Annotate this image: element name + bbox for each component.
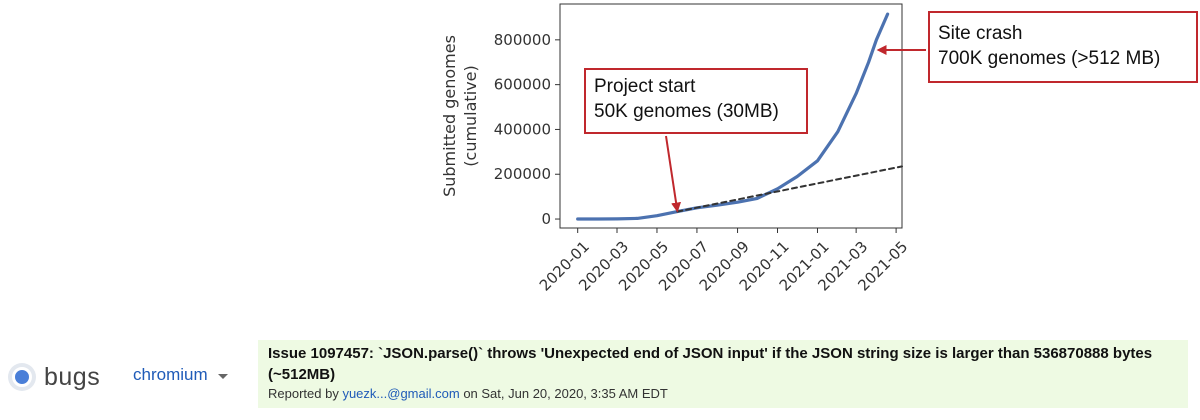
issue-title: Issue 1097457: `JSON.parse()` throws 'Un… bbox=[268, 345, 1153, 383]
reporter-link[interactable]: yuezk...@gmail.com bbox=[342, 386, 460, 401]
annotation-arrow-start bbox=[665, 135, 682, 213]
y-tick-label: 400000 bbox=[494, 120, 551, 138]
y-axis-label: Submitted genomes bbox=[440, 35, 459, 197]
annotation-project-start-line1: Project start bbox=[594, 76, 696, 97]
y-tick-label: 200000 bbox=[494, 165, 551, 183]
bugs-logo-icon bbox=[8, 363, 36, 391]
chart: 0 200000 400000 600000 800000 Submitted genom… bbox=[440, 3, 926, 295]
reported-suffix: on Sat, Jun 20, 2020, 3:35 AM EDT bbox=[463, 386, 668, 401]
y-tick-label: 800000 bbox=[494, 31, 551, 49]
reported-prefix: Reported by bbox=[268, 386, 339, 401]
project-name: chromium bbox=[133, 365, 208, 384]
plot-frame bbox=[559, 3, 903, 229]
y-tick-label: 0 bbox=[541, 210, 551, 228]
issue-header: Issue 1097457: `JSON.parse()` throws 'Un… bbox=[258, 340, 1188, 408]
issue-meta: Reported by yuezk...@gmail.com on Sat, J… bbox=[268, 386, 1178, 401]
project-selector[interactable]: chromium bbox=[133, 365, 228, 385]
annotation-site-crash-line1: Site crash bbox=[938, 23, 1023, 44]
annotation-site-crash-line2: 700K genomes (>512 MB) bbox=[938, 48, 1161, 69]
genomes-line bbox=[576, 12, 890, 221]
annotation-site-crash: Site crash 700K genomes (>512 MB) bbox=[928, 11, 1198, 83]
chevron-down-icon bbox=[217, 373, 228, 379]
logo-text: bugs bbox=[44, 362, 101, 391]
annotation-project-start-line2: 50K genomes (30MB) bbox=[594, 101, 779, 122]
bugs-logo[interactable]: bugs bbox=[8, 360, 100, 394]
y-tick-label: 600000 bbox=[494, 76, 551, 94]
annotation-project-start: Project start 50K genomes (30MB) bbox=[584, 68, 808, 134]
trend-line bbox=[676, 165, 903, 213]
y-axis-label: (cumulative) bbox=[461, 65, 480, 166]
